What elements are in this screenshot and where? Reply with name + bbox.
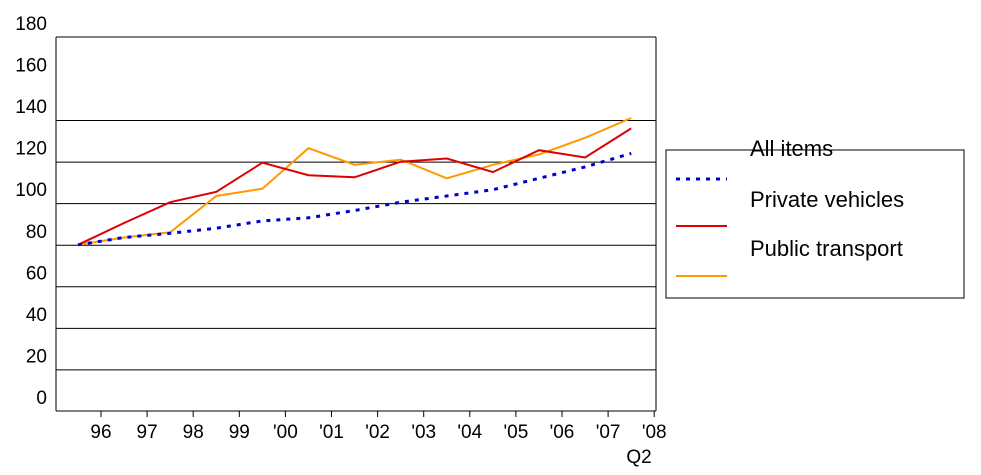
x-tick-label: '02 xyxy=(365,422,390,443)
x-tick-labels: 96 97 98 99 '00 '01 '02 '03 '04 '05 '06 '07 '08 xyxy=(90,411,667,443)
y-tick-label: 40 xyxy=(26,305,47,326)
series-line-2 xyxy=(77,117,632,246)
y-tick-label: 60 xyxy=(26,263,47,284)
x-tick-label: 96 xyxy=(90,422,111,443)
x-tick-label: 97 xyxy=(137,422,158,443)
x-tick-label: '03 xyxy=(411,422,436,443)
y-tick-label: 120 xyxy=(15,139,47,160)
y-tick-labels: 0 20 40 60 80 100 120 140 160 180 xyxy=(15,14,47,409)
x-tick-label: 98 xyxy=(183,422,204,443)
series-line-1 xyxy=(77,127,632,246)
y-tick-label: 180 xyxy=(15,14,47,35)
y-tick-label: 20 xyxy=(26,346,47,367)
x-tick-label: '04 xyxy=(457,422,482,443)
legend-label: Private vehicles xyxy=(750,187,904,212)
legend-box xyxy=(665,149,965,299)
legend-label: All items xyxy=(750,136,833,161)
x-tick-label: '08 xyxy=(642,422,667,443)
y-tick-label: 0 xyxy=(36,388,47,409)
x-tick-label: '07 xyxy=(596,422,621,443)
y-tick-label: 160 xyxy=(15,56,47,77)
x-tick-label: '00 xyxy=(273,422,298,443)
y-tick-label: 80 xyxy=(26,222,47,243)
y-tick-label: 100 xyxy=(15,180,47,201)
x-tick-label: '01 xyxy=(319,422,344,443)
gridlines xyxy=(56,36,656,371)
y-tick-label: 140 xyxy=(15,97,47,118)
x-tick-label: '06 xyxy=(550,422,575,443)
axes xyxy=(55,37,657,412)
x-tick-label: '05 xyxy=(504,422,529,443)
legend: All items Private vehicles Public transpor… xyxy=(665,136,965,299)
x-sublabel: Q2 xyxy=(626,447,651,468)
x-tick-label: 99 xyxy=(229,422,250,443)
legend-label: Public transport xyxy=(750,236,903,261)
series-lines xyxy=(77,117,632,247)
series-line-0 xyxy=(77,151,632,247)
